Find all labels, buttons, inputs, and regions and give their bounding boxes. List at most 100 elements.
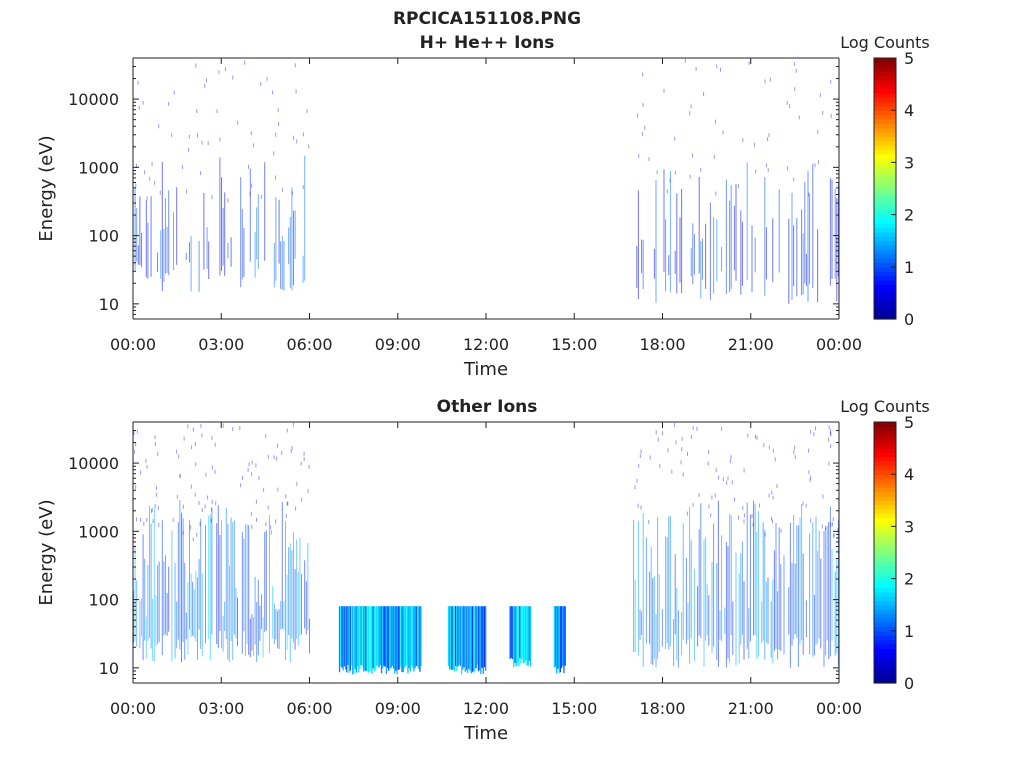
- spectrogram-cell: [741, 221, 743, 286]
- spectrogram-cell: [836, 197, 838, 302]
- colorbar-segment: [874, 495, 896, 501]
- spectrogram-cell: [281, 501, 283, 629]
- spectrogram-cell: [197, 577, 198, 660]
- figure-suptitle: RPCICA151108.PNG: [393, 9, 581, 29]
- spectrogram-speckle: [270, 530, 272, 535]
- y-axis-label: Energy (eV): [36, 499, 57, 605]
- spectrogram-cell: [563, 606, 565, 673]
- y-tick-label: 10000: [68, 454, 119, 473]
- colorbar-segment: [874, 162, 896, 168]
- spectrogram-cell: [761, 601, 763, 643]
- spectrogram-speckle: [227, 198, 229, 203]
- colorbar-segment: [874, 245, 896, 250]
- colorbar-segment: [874, 565, 896, 571]
- spectrogram-speckle: [295, 89, 297, 94]
- spectrogram-cell: [368, 606, 371, 672]
- spectrogram-cell: [273, 603, 275, 644]
- spectrogram-speckle: [176, 449, 178, 454]
- spectrogram-cell: [765, 581, 767, 643]
- spectrogram-cell: [690, 248, 692, 277]
- spectrogram-cell: [523, 606, 526, 663]
- y-tick-label: 10000: [68, 90, 119, 109]
- spectrogram-speckle: [308, 144, 310, 149]
- spectrogram-cell: [834, 188, 836, 279]
- spectrogram-cell: [246, 524, 248, 644]
- spectrogram-cell: [473, 606, 475, 673]
- spectrogram-cell: [558, 606, 560, 674]
- spectrogram-cell: [777, 591, 779, 660]
- spectrogram-cell: [289, 543, 291, 663]
- spectrogram-cell: [283, 241, 285, 291]
- colorbar-tick-label: 0: [904, 674, 914, 693]
- spectrogram-speckle: [642, 103, 644, 107]
- colorbar-segment: [874, 110, 896, 116]
- spectrogram-speckle: [196, 109, 198, 113]
- spectrogram-speckle: [172, 517, 174, 522]
- spectrogram-cell: [794, 563, 796, 635]
- spectrogram-cell: [698, 176, 700, 274]
- colorbar-label: Log Counts: [840, 397, 930, 416]
- spectrogram-speckle: [649, 455, 651, 460]
- x-tick-label: 15:00: [551, 699, 597, 718]
- spectrogram-cell: [365, 606, 367, 672]
- spectrogram-cell: [676, 587, 678, 661]
- spectrogram-speckle: [674, 136, 676, 141]
- spectrogram-cell: [137, 245, 139, 265]
- colorbar-segment: [874, 678, 896, 684]
- spectrogram-speckle: [155, 486, 157, 490]
- colorbar-segment: [874, 569, 896, 575]
- spectrogram-cell: [245, 524, 246, 657]
- spectrogram-cell: [509, 606, 511, 659]
- spectrogram-cell: [352, 606, 354, 675]
- spectrogram-cell: [765, 227, 767, 280]
- spectrogram-speckle: [772, 495, 774, 500]
- spectrogram-speckle: [192, 537, 194, 542]
- spectrogram-speckle: [196, 532, 198, 537]
- spectrogram-speckle: [675, 440, 677, 445]
- spectrogram-cell: [208, 515, 210, 640]
- colorbar-segment: [874, 439, 896, 445]
- colorbar-segment: [874, 214, 896, 220]
- spectrogram-speckle: [710, 513, 712, 518]
- spectrogram-cell: [529, 606, 532, 667]
- spectrogram-cell: [347, 606, 349, 665]
- colorbar-segment: [874, 674, 896, 680]
- spectrogram-cell: [256, 601, 258, 662]
- spectrogram-cell: [176, 187, 178, 265]
- colorbar-segment: [874, 197, 896, 203]
- spectrogram-cell: [350, 606, 353, 666]
- spectrogram-cell: [289, 216, 291, 288]
- x-tick-label: 21:00: [728, 699, 774, 718]
- colorbar-segment: [874, 236, 896, 242]
- spectrogram-cell: [395, 606, 397, 671]
- spectrogram-cell: [168, 190, 170, 276]
- spectrogram-speckle: [302, 132, 304, 137]
- colorbar-label: Log Counts: [840, 33, 930, 52]
- spectrogram-cell: [464, 606, 466, 672]
- spectrogram-cell: [249, 168, 251, 262]
- colorbar-segment: [874, 617, 896, 623]
- colorbar-segment: [874, 284, 896, 290]
- spectrogram-cell: [294, 210, 296, 259]
- spectrogram-speckle: [301, 497, 303, 502]
- colorbar-tick-label: 4: [904, 465, 914, 484]
- spectrogram-speckle: [176, 494, 178, 499]
- spectrogram-cell: [304, 155, 306, 281]
- spectrogram-speckle: [275, 519, 277, 524]
- spectrogram-cell: [150, 523, 152, 649]
- spectrogram-speckle: [190, 525, 192, 530]
- spectrogram-cell: [189, 520, 190, 630]
- spectrogram-speckle: [267, 454, 269, 459]
- colorbar-segment: [874, 478, 896, 484]
- spectrogram-speckle: [727, 476, 729, 481]
- spectrogram-cell: [804, 181, 806, 284]
- colorbar-tick-label: 2: [904, 206, 914, 225]
- spectrogram-speckle: [776, 484, 778, 488]
- colorbar-segment: [874, 118, 896, 124]
- spectrogram-cell: [520, 606, 522, 664]
- panel-title: H+ He++ Ions: [420, 33, 555, 53]
- spectrogram-cell: [525, 606, 527, 661]
- spectrogram-cell: [161, 520, 163, 656]
- spectrogram-cell: [706, 584, 708, 636]
